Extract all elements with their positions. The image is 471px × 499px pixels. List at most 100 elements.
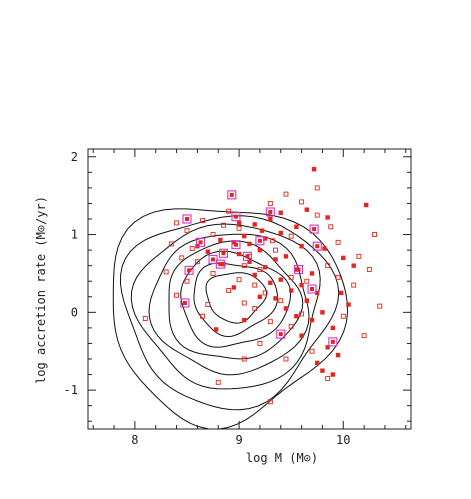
open-point xyxy=(351,282,357,288)
open-point xyxy=(335,274,341,280)
filled-point xyxy=(294,314,299,319)
filled-point xyxy=(294,224,299,229)
open-point xyxy=(200,313,206,319)
highlight-point xyxy=(242,251,252,261)
filled-point xyxy=(252,272,257,278)
open-point xyxy=(278,298,284,304)
open-point xyxy=(221,222,226,228)
filled-point xyxy=(283,254,289,259)
filled-point xyxy=(257,294,263,299)
open-point xyxy=(283,191,289,197)
filled-point xyxy=(231,285,237,290)
open-point xyxy=(267,319,273,325)
open-point xyxy=(226,288,232,294)
filled-point xyxy=(236,220,242,226)
filled-point xyxy=(221,261,226,267)
open-point xyxy=(377,303,383,309)
highlight-point xyxy=(276,329,286,339)
plot-frame xyxy=(87,148,412,430)
filled-point xyxy=(309,317,315,323)
y-tick-label: -1 xyxy=(64,383,78,397)
filled-point xyxy=(299,244,304,249)
filled-point xyxy=(299,282,304,288)
highlight-point xyxy=(227,190,237,200)
tick-labels: 8 9 10 -1 0 1 2 xyxy=(64,150,351,447)
open-point xyxy=(179,255,185,261)
filled-point xyxy=(278,277,283,282)
x-tick-label: 9 xyxy=(235,433,242,447)
highlight-point xyxy=(309,224,319,234)
open-point xyxy=(325,263,331,269)
filled-point xyxy=(288,288,294,293)
filled-point xyxy=(351,263,356,268)
open-point xyxy=(299,199,305,205)
open-point xyxy=(200,218,206,224)
highlight-point xyxy=(182,214,192,224)
highlight-point xyxy=(231,212,241,222)
filled-point xyxy=(247,241,252,247)
open-point xyxy=(356,253,362,259)
filled-point xyxy=(338,290,344,296)
filled-point xyxy=(320,310,325,315)
highlight-point xyxy=(195,237,206,247)
filled-point xyxy=(322,246,327,251)
x-tick-label: 10 xyxy=(336,433,350,447)
filled-point xyxy=(341,255,346,261)
open-point xyxy=(309,348,315,354)
contour-level-6 xyxy=(130,223,321,390)
y-tick-label: 1 xyxy=(71,228,78,242)
filled-point xyxy=(262,236,268,241)
open-point xyxy=(361,333,367,339)
filled-point xyxy=(257,247,263,253)
open-point xyxy=(241,263,247,269)
highlight-point xyxy=(215,259,225,269)
y-tick-label: 0 xyxy=(71,305,78,319)
contour-level-5 xyxy=(148,233,310,376)
filled-point xyxy=(278,210,283,215)
highlight-point xyxy=(265,207,275,217)
open-point xyxy=(314,185,320,191)
filled-point xyxy=(231,240,237,245)
filled-point xyxy=(268,216,273,222)
filled-point xyxy=(325,345,330,350)
open-point xyxy=(257,340,263,346)
open-point xyxy=(325,375,331,381)
highlight-point xyxy=(312,241,322,251)
open-point xyxy=(184,228,190,234)
open-point xyxy=(335,239,341,245)
open-point xyxy=(288,233,294,239)
open-point xyxy=(252,305,258,311)
open-point xyxy=(205,302,211,308)
open-point xyxy=(257,267,263,273)
open-point xyxy=(241,300,247,306)
filled-point xyxy=(273,257,278,262)
filled-point xyxy=(320,368,325,373)
open-point xyxy=(340,313,346,319)
contour-level-1 xyxy=(205,272,267,324)
open-point xyxy=(252,282,258,288)
filled-point xyxy=(330,325,336,331)
open-point xyxy=(189,246,195,252)
open-point xyxy=(267,200,273,206)
filled-point xyxy=(283,306,289,311)
open-point xyxy=(304,278,310,284)
highlight-point xyxy=(231,240,241,250)
open-point xyxy=(210,232,216,238)
open-point xyxy=(168,241,174,247)
filled-point xyxy=(294,267,299,272)
open-point xyxy=(215,379,221,385)
filled-point xyxy=(242,317,247,323)
filled-point xyxy=(309,271,315,276)
highlight-point xyxy=(218,248,229,258)
filled-point xyxy=(247,259,252,264)
contour-level-2 xyxy=(193,262,279,338)
contour-level-7 xyxy=(119,215,340,411)
filled-point xyxy=(213,327,219,332)
highlight-point xyxy=(208,254,218,264)
open-point xyxy=(210,270,216,276)
open-point xyxy=(314,212,320,218)
contour-level-4 xyxy=(168,240,304,360)
contour-level-8 xyxy=(112,208,349,429)
filled-point xyxy=(325,215,330,220)
